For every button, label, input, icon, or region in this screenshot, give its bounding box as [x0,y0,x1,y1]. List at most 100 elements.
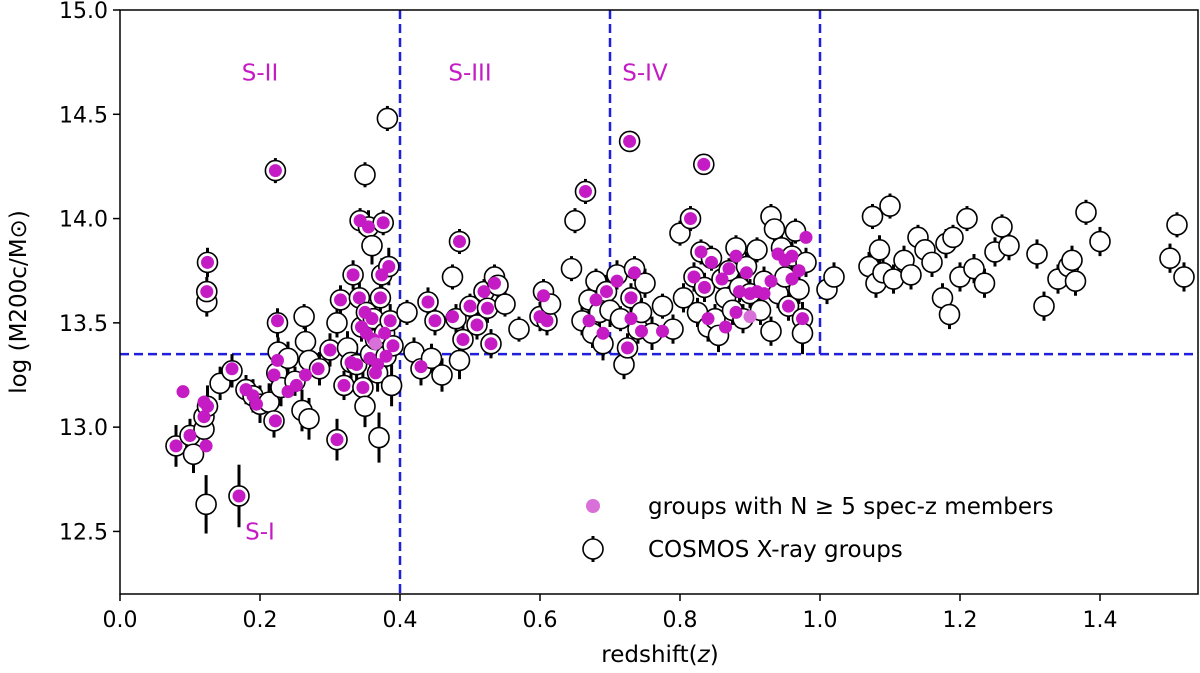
spec-z-group-point [782,299,795,313]
spec-z-group-point [268,164,282,178]
spec-z-group-point [733,285,746,299]
region-labels: S-I S-II S-III S-IV [242,61,668,546]
spec-z-group-point [729,249,743,263]
y-tick-label: 13.5 [59,312,108,337]
spec-z-group-point [299,368,312,382]
spec-z-group-point [705,255,718,269]
x-tick-label: 0.4 [383,608,418,633]
spec-z-group-point [453,235,466,249]
region-label-S-IV: S-IV [622,61,668,87]
spec-z-group-point [481,301,494,315]
spec-z-group-point [169,439,183,453]
xray-group-point [791,322,814,345]
xray-group-point [1166,214,1188,236]
spec-z-group-point [201,255,214,269]
xray-group-point [368,426,390,449]
spec-z-group-point [334,293,347,307]
xray-group-point [900,264,922,286]
spec-z-group-point [337,378,351,392]
spec-z-group-point [200,285,214,299]
region-label-S-III: S-III [448,61,491,87]
spec-z-group-point [352,291,366,305]
x-axis-label: redshift(z) [601,642,718,668]
spec-z-group-point [382,260,396,274]
spec-z-group-point [477,285,491,299]
spec-z-group-point [383,314,397,328]
y-axis-ticks: 12.5 13.0 13.5 14.0 14.5 15.0 [59,0,120,545]
spec-z-group-point [484,337,498,351]
xray-group-point [760,320,782,343]
xray-group-point [942,226,964,249]
xray-group-point [672,287,695,309]
x-tick-label: 0.2 [243,608,278,633]
y-axis-label: log (M200c/M⊙) [6,210,32,394]
xray-group-point [868,239,891,261]
spec-z-group-point [176,385,190,399]
region-label-S-I: S-I [245,519,275,545]
spec-z-group-point [197,395,211,409]
legend-label-xray: COSMOS X-ray groups [648,537,903,563]
xray-group-point [1064,270,1087,292]
xray-group-point [376,107,399,130]
x-axis-label-close: ) [710,642,719,668]
xray-group-point [182,443,205,466]
plot-frame [119,9,1199,595]
xray-group-point [882,268,905,290]
xray-group-point [494,293,516,315]
spec-z-group-point [579,184,592,198]
spec-z-group-point [365,312,379,326]
spec-z-group-point [589,293,603,307]
spec-z-group-point [344,355,358,369]
spec-z-group-point [311,362,325,376]
spec-z-group-point [267,368,281,382]
x-axis-ticks: 0.0 0.2 0.4 0.6 0.8 1.0 1.2 1.4 [103,594,1118,633]
spec-z-group-point [697,157,711,171]
x-tick-label: 0.8 [663,608,698,633]
spec-z-group-point [183,428,197,442]
spec-z-group-point [621,341,634,355]
spec-z-group-point [356,381,370,395]
x-axis-label-variable: z [697,642,711,668]
xray-group-point [669,222,691,244]
xray-group-point [294,330,317,353]
region-label-S-II: S-II [242,61,278,87]
spec-z-group-point [488,276,501,290]
xray-group-point [441,266,464,288]
spec-z-group-point [792,264,806,278]
xray-group-point [1173,266,1195,288]
xray-group-point [298,407,320,430]
spec-z-group-point [362,220,375,234]
xray-group-point [1061,249,1083,272]
x-tick-label: 0.0 [103,608,138,633]
spec-z-group-point [373,291,387,305]
xray-group-point [354,163,376,186]
y-tick-label: 15.0 [59,0,108,24]
legend: groups with N ≥ 5 spec-z members COSMOS … [582,494,1053,563]
xray-group-point [195,493,217,516]
spec-z-group-point [624,291,638,305]
spec-z-group-point [271,314,284,328]
y-tick-label: 13.0 [59,416,108,441]
xray-group-point [938,303,961,326]
xray-group-point [651,295,674,317]
x-tick-label: 1.4 [1083,608,1118,633]
spec-z-group-point [722,262,736,276]
spec-z-group-point [268,414,282,428]
spec-z-group-point [698,280,711,294]
xray-group-point [354,395,376,418]
xray-group-point [1026,243,1048,265]
spec-z-group-point [785,249,799,263]
xray-group-point [973,272,996,295]
xray-group-point [1075,201,1097,224]
xray-group-point [763,218,786,240]
xray-group-point [963,257,985,280]
spec-z-group-point [232,489,246,503]
spec-z-group-point [624,312,638,326]
spec-z-group-point-light [743,310,757,324]
legend-marker-xray [582,538,604,560]
y-tick-label: 14.5 [59,103,108,128]
x-tick-label: 1.2 [943,608,978,633]
xray-group-point [823,266,845,288]
x-axis-label-text: redshift( [601,642,697,668]
xray-group-point [361,234,383,257]
